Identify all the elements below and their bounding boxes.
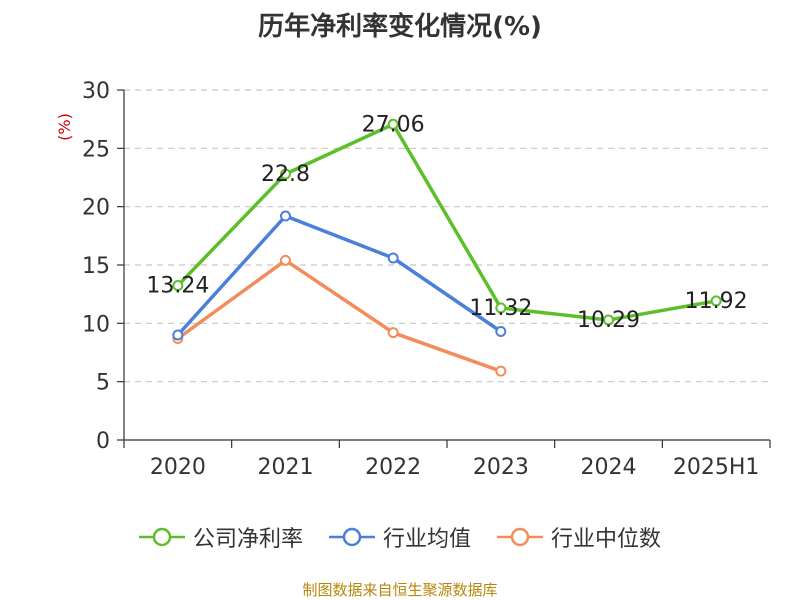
legend: 公司净利率 行业均值 行业中位数: [0, 521, 800, 553]
data-point: [495, 365, 507, 377]
data-point: [387, 327, 399, 339]
y-tick-label: 5: [96, 371, 110, 396]
data-point: [387, 118, 399, 130]
legend-marker-industry-mean: [328, 527, 375, 547]
x-tick-label: 2023: [473, 455, 529, 480]
data-point: [280, 254, 291, 266]
series-line: [176, 214, 502, 337]
legend-item-company[interactable]: 公司净利率: [138, 521, 303, 553]
y-axis-unit-label: (%): [55, 113, 74, 141]
legend-label-industry-mean: 行业均值: [382, 527, 471, 552]
y-tick-label: 15: [82, 254, 110, 279]
legend-marker-industry-median: [497, 527, 543, 547]
x-tick-label: 2022: [365, 455, 421, 480]
y-tick-label: 30: [82, 79, 110, 104]
legend-item-industry-mean[interactable]: 行业均值: [328, 521, 471, 553]
data-point: [280, 210, 291, 222]
data-label: 11.32: [469, 296, 532, 321]
data-point: [172, 280, 184, 292]
chart-title: 历年净利率变化情况(%): [258, 12, 542, 42]
y-tick-label: 10: [82, 312, 110, 337]
x-tick-label: 2020: [150, 455, 206, 480]
series-line: [176, 258, 502, 373]
data-label: 10.29: [577, 308, 640, 333]
data-point: [172, 329, 184, 341]
data-label: 13.24: [146, 274, 209, 299]
series-line: [176, 122, 717, 322]
data-label: 11.92: [685, 289, 748, 314]
data-label: 27.06: [362, 112, 425, 137]
data-point: [495, 302, 507, 314]
x-tick-label: 2025H1: [673, 455, 760, 480]
data-point: [495, 326, 507, 337]
y-tick-label: 20: [82, 196, 110, 221]
source-note: 制图数据来自恒生聚源数据库: [302, 581, 498, 599]
legend-item-industry-median[interactable]: 行业中位数: [497, 521, 661, 553]
legend-label-company: 公司净利率: [192, 527, 303, 552]
data-point: [603, 314, 614, 326]
data-point: [710, 295, 722, 307]
legend-marker-company: [138, 527, 185, 547]
x-tick-label: 2021: [258, 455, 314, 480]
data-point: [280, 168, 291, 180]
y-tick-label: 25: [82, 137, 110, 162]
y-tick-label: 0: [96, 429, 110, 454]
data-point: [387, 252, 399, 264]
data-label: 22.8: [261, 162, 310, 187]
x-tick-label: 2024: [581, 455, 637, 480]
legend-label-industry-median: 行业中位数: [551, 527, 662, 552]
